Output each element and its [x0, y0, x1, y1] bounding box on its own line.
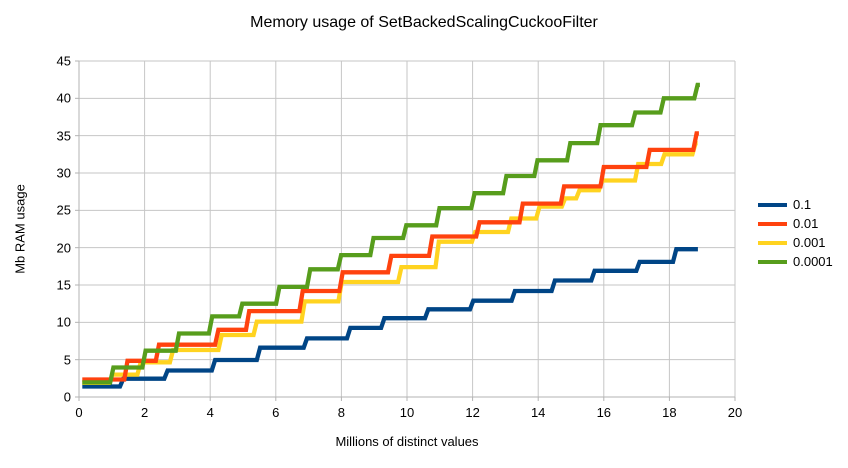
series-line-0.01 [82, 131, 699, 382]
legend: 0.1 0.01 0.001 0.0001 [758, 195, 833, 271]
x-tick-label: 12 [465, 405, 480, 420]
series-line-0.001 [82, 140, 698, 385]
legend-item-0.0001: 0.0001 [758, 252, 833, 271]
y-tick-label: 5 [63, 352, 71, 368]
x-tick-label: 14 [530, 405, 546, 420]
y-tick-label: 20 [56, 240, 71, 256]
legend-label: 0.01 [793, 216, 819, 231]
y-tick-label: 15 [56, 277, 71, 293]
legend-item-0.01: 0.01 [758, 214, 833, 233]
x-axis-title: Millions of distinct values [335, 434, 479, 449]
x-tick-label: 0 [75, 405, 83, 420]
y-tick-label: 0 [63, 389, 71, 405]
chart-title: Memory usage of SetBackedScalingCuckooFi… [250, 14, 598, 31]
x-tick-label: 10 [399, 405, 415, 420]
y-tick-label: 30 [56, 165, 71, 181]
legend-swatch [758, 202, 787, 207]
y-tick-label: 25 [56, 202, 71, 218]
legend-label: 0.1 [793, 197, 812, 212]
x-tick-label: 16 [596, 405, 612, 420]
y-tick-label: 35 [56, 128, 71, 144]
x-tick-label: 18 [662, 405, 677, 420]
y-tick-label: 45 [56, 53, 71, 69]
legend-swatch [758, 221, 787, 226]
legend-swatch [758, 259, 787, 264]
series-line-0.1 [82, 247, 698, 389]
legend-label: 0.0001 [793, 254, 833, 269]
series-line-0.0001 [82, 82, 700, 385]
x-tick-label: 8 [337, 405, 346, 420]
x-tick-label: 2 [140, 405, 149, 420]
legend-item-0.1: 0.1 [758, 195, 833, 214]
legend-label: 0.001 [793, 235, 826, 250]
y-tick-label: 40 [56, 90, 71, 106]
x-tick-label: 6 [272, 405, 280, 420]
legend-swatch [758, 240, 787, 245]
y-tick-label: 10 [56, 314, 71, 330]
x-tick-label: 4 [206, 405, 214, 420]
y-axis-title: Mb RAM usage [12, 184, 28, 274]
legend-item-0.001: 0.001 [758, 233, 833, 252]
x-tick-label: 20 [727, 405, 743, 420]
